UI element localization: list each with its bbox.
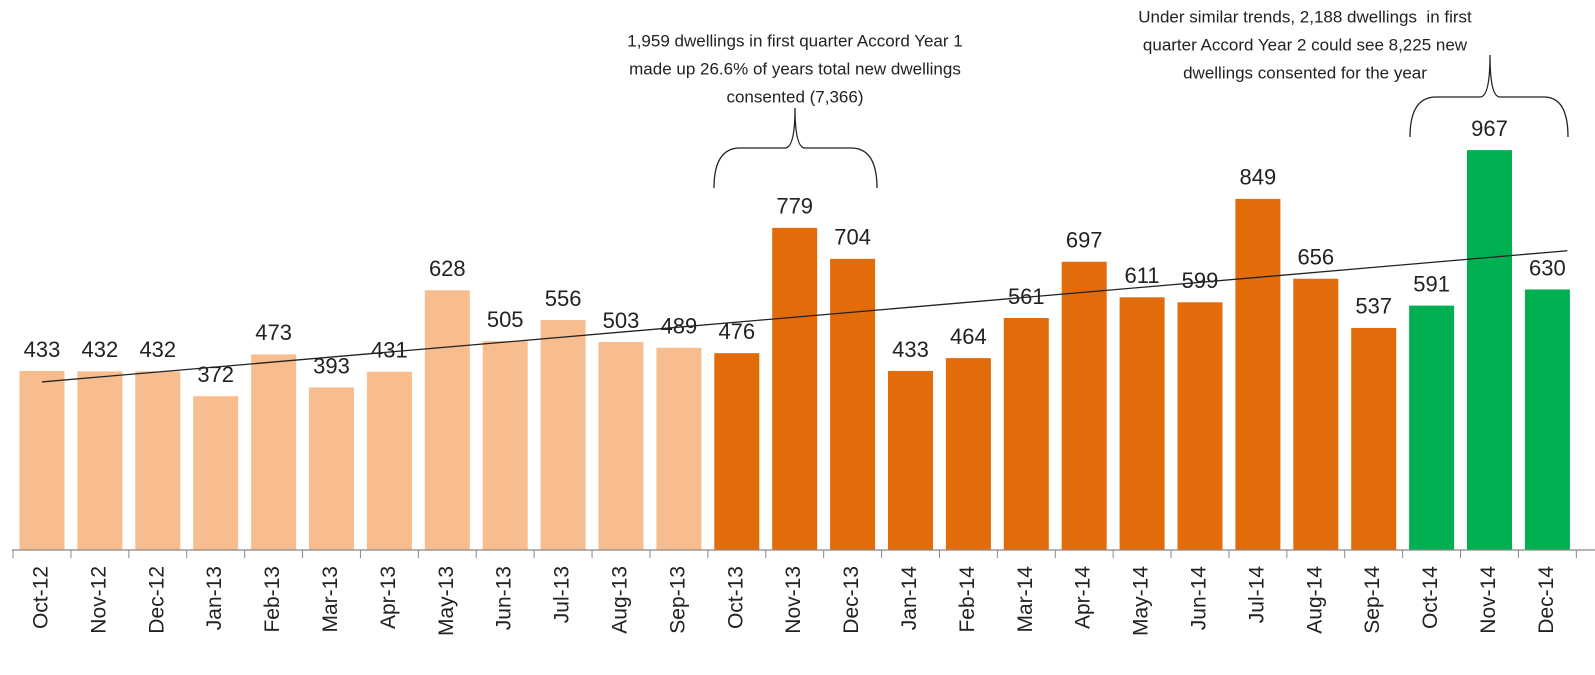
bar (714, 353, 760, 550)
x-tick-label: Sep-14 (1361, 566, 1384, 634)
value-label: 628 (429, 256, 466, 281)
value-label: 556 (545, 286, 582, 311)
x-tick-label: Mar-13 (319, 566, 342, 633)
bar (1003, 318, 1049, 550)
value-label: 473 (255, 320, 292, 345)
bar (251, 354, 297, 550)
value-label: 476 (718, 319, 755, 344)
value-label: 372 (197, 362, 234, 387)
value-label: 611 (1125, 263, 1160, 288)
x-tick-label: Mar-14 (1014, 566, 1037, 633)
x-tick-label: Dec-12 (145, 566, 168, 634)
annotation: 1,959 dwellings in first quarter Accord … (627, 31, 962, 50)
bar (424, 290, 470, 550)
x-tick-label: Oct-12 (30, 566, 53, 629)
bar (656, 347, 702, 550)
bar (1409, 305, 1455, 550)
x-tick-label: Oct-14 (1419, 566, 1442, 629)
x-tick-label: Aug-13 (609, 566, 632, 634)
bar (830, 258, 876, 550)
x-tick-label: Apr-14 (1072, 566, 1095, 629)
x-tick-label: Feb-13 (261, 566, 284, 633)
value-label: 489 (661, 314, 698, 339)
x-tick-label: Nov-13 (782, 566, 805, 634)
x-tick-label: Nov-12 (87, 566, 110, 634)
x-tick-label: Aug-14 (1303, 566, 1326, 634)
value-label: 849 (1240, 165, 1277, 190)
x-tick-label: Oct-13 (724, 566, 747, 629)
annotation: made up 26.6% of years total new dwellin… (629, 59, 961, 78)
bar (1467, 150, 1512, 550)
brace (1409, 54, 1569, 138)
value-label: 591 (1413, 271, 1450, 296)
value-label: 599 (1182, 268, 1219, 293)
bar (1061, 261, 1107, 550)
x-tick-label: May-14 (1130, 566, 1153, 636)
bar (366, 371, 412, 550)
value-label: 537 (1355, 294, 1392, 319)
x-tick-label: Jul-13 (551, 566, 574, 623)
bar (1351, 327, 1397, 550)
value-label: 432 (139, 337, 176, 362)
bar (772, 227, 818, 550)
value-label: 433 (892, 337, 929, 362)
brace (713, 107, 878, 189)
value-label: 697 (1066, 228, 1103, 253)
value-label: 432 (82, 337, 119, 362)
value-label: 704 (834, 225, 871, 250)
value-label: 393 (313, 353, 350, 378)
value-label: 464 (950, 324, 987, 349)
x-tick-label: Nov-14 (1477, 566, 1500, 634)
value-label: 433 (24, 337, 61, 362)
x-tick-label: Apr-13 (377, 566, 400, 629)
bar (1293, 278, 1339, 550)
bar (135, 371, 181, 550)
value-label: 779 (776, 194, 813, 219)
value-label: 967 (1471, 116, 1508, 141)
annotation: consented (7,366) (726, 87, 863, 106)
trendline (41, 250, 1568, 383)
x-tick-label: Feb-14 (956, 566, 979, 633)
bar (193, 396, 239, 550)
bar (1119, 297, 1165, 550)
bar (945, 358, 991, 550)
bar (309, 387, 354, 550)
bar (77, 371, 123, 550)
annotation: dwellings consented for the year (1183, 63, 1427, 82)
value-label: 505 (487, 307, 524, 332)
x-tick-label: May-13 (435, 566, 458, 636)
bar (1524, 289, 1570, 550)
value-label: 630 (1529, 255, 1566, 280)
value-label: 431 (371, 338, 408, 363)
bar (1177, 302, 1223, 550)
bar (598, 341, 644, 550)
annotation: Under similar trends, 2,188 dwellings in… (1138, 7, 1472, 26)
x-tick-label: Dec-13 (840, 566, 863, 634)
bar (1235, 198, 1281, 550)
annotation: quarter Accord Year 2 could see 8,225 ne… (1143, 35, 1468, 54)
bar (540, 320, 586, 550)
value-label: 503 (603, 308, 640, 333)
bar (482, 341, 528, 550)
x-tick-label: Jun-14 (1188, 566, 1211, 631)
bar (19, 370, 65, 550)
bar (888, 370, 933, 550)
x-tick-label: Jun-13 (493, 566, 516, 630)
x-tick-label: Dec-14 (1535, 566, 1558, 634)
value-label: 561 (1008, 284, 1045, 309)
value-label: 656 (1297, 245, 1334, 270)
x-tick-label: Sep-13 (666, 566, 689, 634)
x-tick-label: Jul-14 (1245, 566, 1268, 624)
x-tick-label: Jan-13 (203, 566, 226, 630)
x-tick-label: Jan-14 (898, 566, 921, 631)
